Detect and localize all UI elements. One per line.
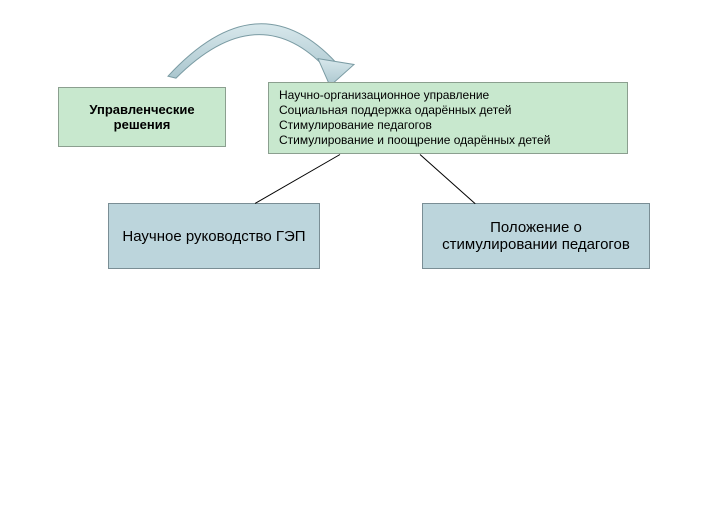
regulation-box: Положение о стимулировании педагогов (422, 203, 650, 269)
details-line-2: Социальная поддержка одарённых детей (279, 103, 511, 118)
connector-line (420, 154, 476, 204)
details-line-3: Стимулирование педагогов (279, 118, 432, 133)
details-line-1: Научно-организационное управление (279, 88, 489, 103)
scientific-leadership-label: Научное руководство ГЭП (122, 228, 305, 245)
details-box: Научно-организационное управление Социал… (268, 82, 628, 154)
details-line-4: Стимулирование и поощрение одарённых дет… (279, 133, 550, 148)
management-decisions-box: Управленческие решения (58, 87, 226, 147)
connector-line (255, 154, 340, 204)
scientific-leadership-box: Научное руководство ГЭП (108, 203, 320, 269)
regulation-label: Положение о стимулировании педагогов (433, 219, 639, 253)
curved-arrow (158, 6, 358, 84)
management-decisions-label: Управленческие решения (69, 102, 215, 132)
